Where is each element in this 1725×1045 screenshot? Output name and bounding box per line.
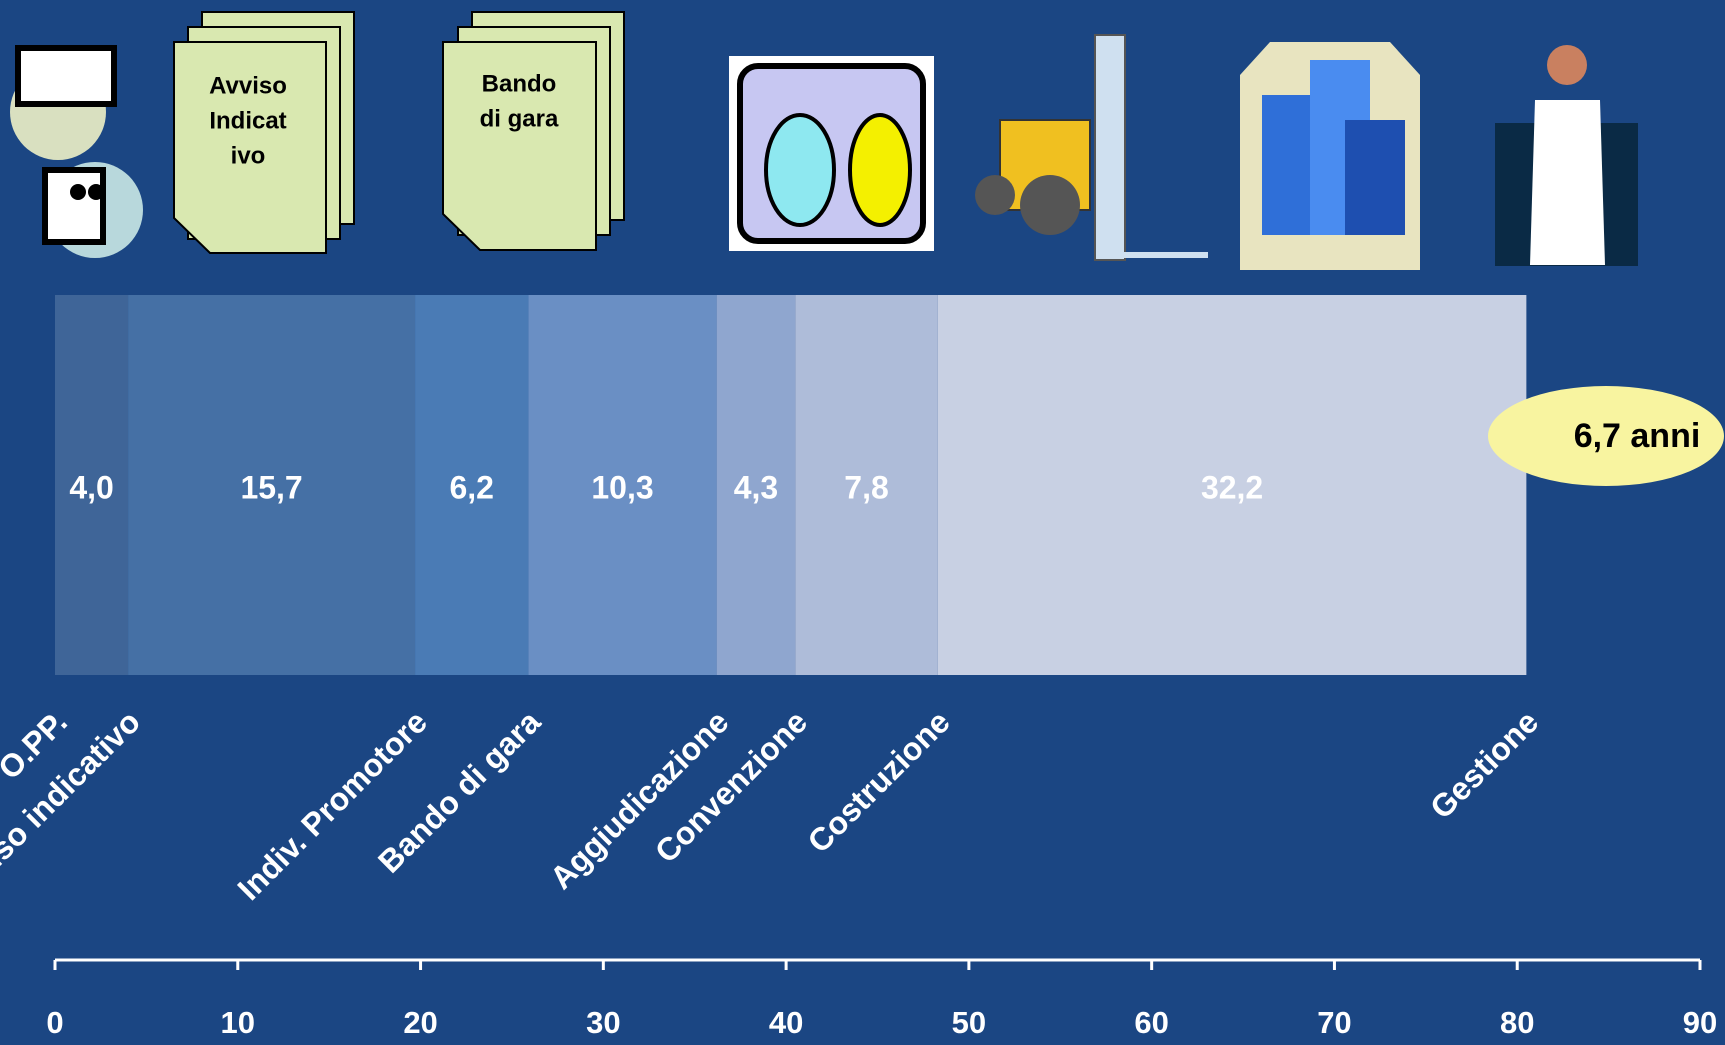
value-label: 7,8: [844, 469, 888, 505]
icon-forklift: [975, 34, 1208, 261]
icon-book: [10, 45, 143, 258]
x-tick-label: 60: [1134, 1005, 1168, 1040]
icon-label: Indicat: [209, 107, 286, 134]
x-tick-label: 30: [586, 1005, 620, 1040]
icon-doc-bando: [442, 11, 625, 251]
x-tick-label: 80: [1500, 1005, 1534, 1040]
icon-building: [1240, 42, 1420, 270]
bar-segment: [716, 295, 796, 675]
annotation: 6,7 anni: [1574, 417, 1701, 455]
x-tick-label: 0: [46, 1005, 63, 1040]
icon-doctor: [1495, 45, 1638, 266]
icon-label: Avviso: [209, 72, 287, 99]
x-tick-label: 20: [403, 1005, 437, 1040]
x-tick-label: 70: [1317, 1005, 1351, 1040]
icon-handshake: [729, 56, 934, 251]
value-label: 4,0: [69, 469, 113, 505]
x-tick-label: 50: [952, 1005, 986, 1040]
value-label: 10,3: [591, 469, 653, 505]
value-label: 15,7: [240, 469, 302, 505]
bar-segment: [795, 295, 938, 675]
annotation-bubble: [1488, 386, 1724, 486]
value-label: 32,2: [1201, 469, 1263, 505]
icon-label: ivo: [231, 142, 266, 169]
x-tick-label: 90: [1683, 1005, 1717, 1040]
icon-doc-avviso: [173, 11, 355, 254]
bar-segment: [528, 295, 717, 675]
bar-segment: [937, 295, 1527, 675]
value-label: 6,2: [449, 469, 493, 505]
bar-segment: [128, 295, 416, 675]
x-tick-label: 10: [221, 1005, 255, 1040]
value-label: 4,3: [734, 469, 778, 505]
icon-label: Bando: [482, 70, 557, 97]
bar-segment: [55, 295, 129, 675]
icon-label: di gara: [480, 105, 559, 132]
x-tick-label: 40: [769, 1005, 803, 1040]
bar-segment: [415, 295, 529, 675]
